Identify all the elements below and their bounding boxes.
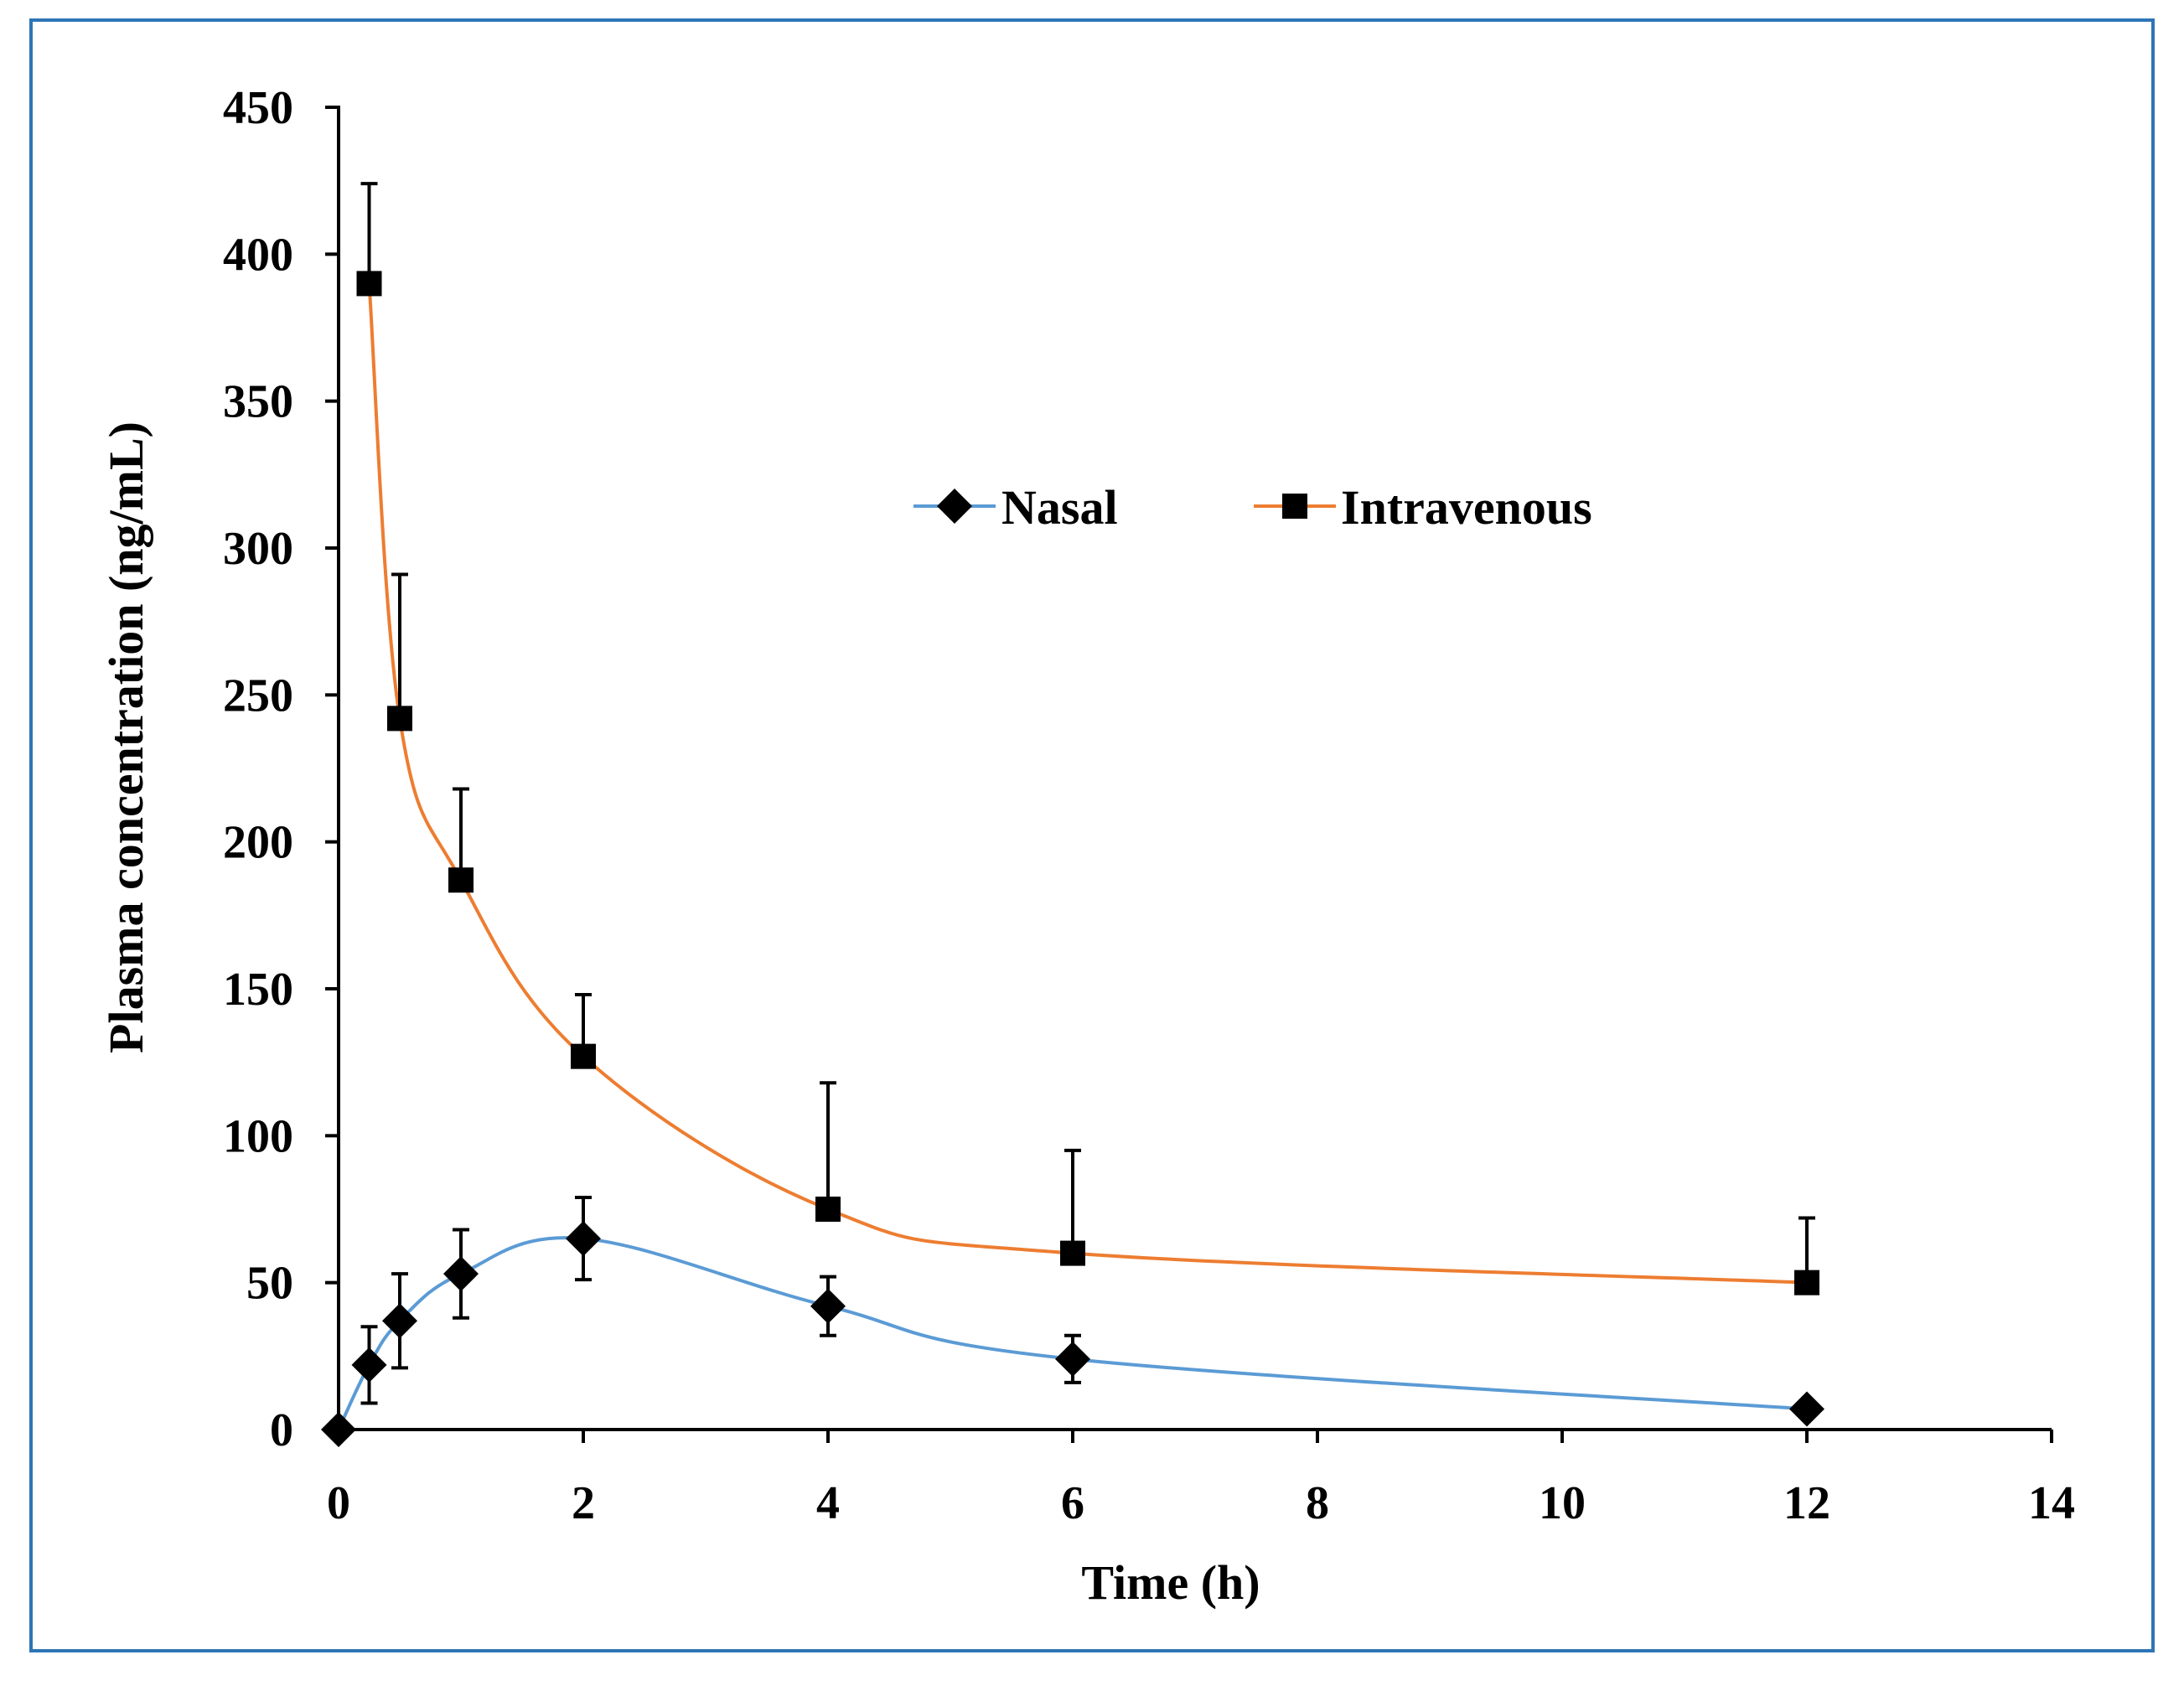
intravenous-point (815, 1197, 841, 1222)
intravenous-point (448, 867, 474, 893)
x-tick-label: 6 (1061, 1477, 1084, 1529)
x-tick-label: 10 (1539, 1477, 1586, 1529)
nasal-point (321, 1412, 356, 1447)
nasal-point (810, 1288, 846, 1324)
chart-frame (29, 18, 2155, 1652)
intravenous-point (387, 706, 412, 732)
markers (321, 271, 1824, 1447)
y-tick-label: 400 (223, 229, 293, 281)
x-tick-label: 0 (327, 1477, 350, 1529)
x-tick-label: 12 (1783, 1477, 1830, 1529)
intravenous-line (367, 283, 1808, 1285)
x-tick-label: 14 (2028, 1477, 2075, 1529)
x-tick-label: 8 (1306, 1477, 1329, 1529)
y-tick-label: 150 (223, 964, 293, 1016)
x-tick-label: 4 (816, 1477, 840, 1529)
y-tick-label: 250 (223, 670, 293, 721)
nasal-legend-marker (937, 489, 972, 524)
legend: Nasal Intravenous (913, 480, 1592, 535)
intravenous-point (356, 271, 382, 297)
intravenous-point (1060, 1240, 1085, 1266)
y-tick-label: 300 (223, 523, 293, 575)
intravenous-legend-label: Intravenous (1341, 480, 1592, 535)
nasal-point (1055, 1341, 1090, 1377)
y-tick-label: 350 (223, 376, 293, 428)
intravenous-legend-marker (1282, 494, 1307, 519)
intravenous-point (1794, 1270, 1819, 1295)
y-tick-label: 0 (270, 1404, 293, 1456)
y-tick-label: 450 (223, 82, 293, 134)
y-tick-label: 50 (246, 1258, 293, 1310)
nasal-point (382, 1303, 417, 1339)
nasal-point (351, 1347, 387, 1383)
nasal-legend-label: Nasal (1001, 480, 1118, 535)
y-tick-label: 200 (223, 817, 293, 869)
y-axis-label: Plasma concentration (ng/mL) (99, 421, 153, 1053)
error-bars (360, 182, 1815, 1405)
x-axis-label: Time (h) (1081, 1555, 1260, 1610)
y-tick-label: 100 (223, 1110, 293, 1162)
nasal-point (1789, 1391, 1824, 1427)
intravenous-point (571, 1043, 596, 1069)
nasal-point (443, 1256, 479, 1292)
nasal-point (566, 1221, 601, 1257)
x-tick-label: 2 (572, 1477, 595, 1529)
axes: 0 50 100 150 200 250 300 350 400 450 0 2 4 6 8 10 12 14 (223, 82, 2075, 1529)
